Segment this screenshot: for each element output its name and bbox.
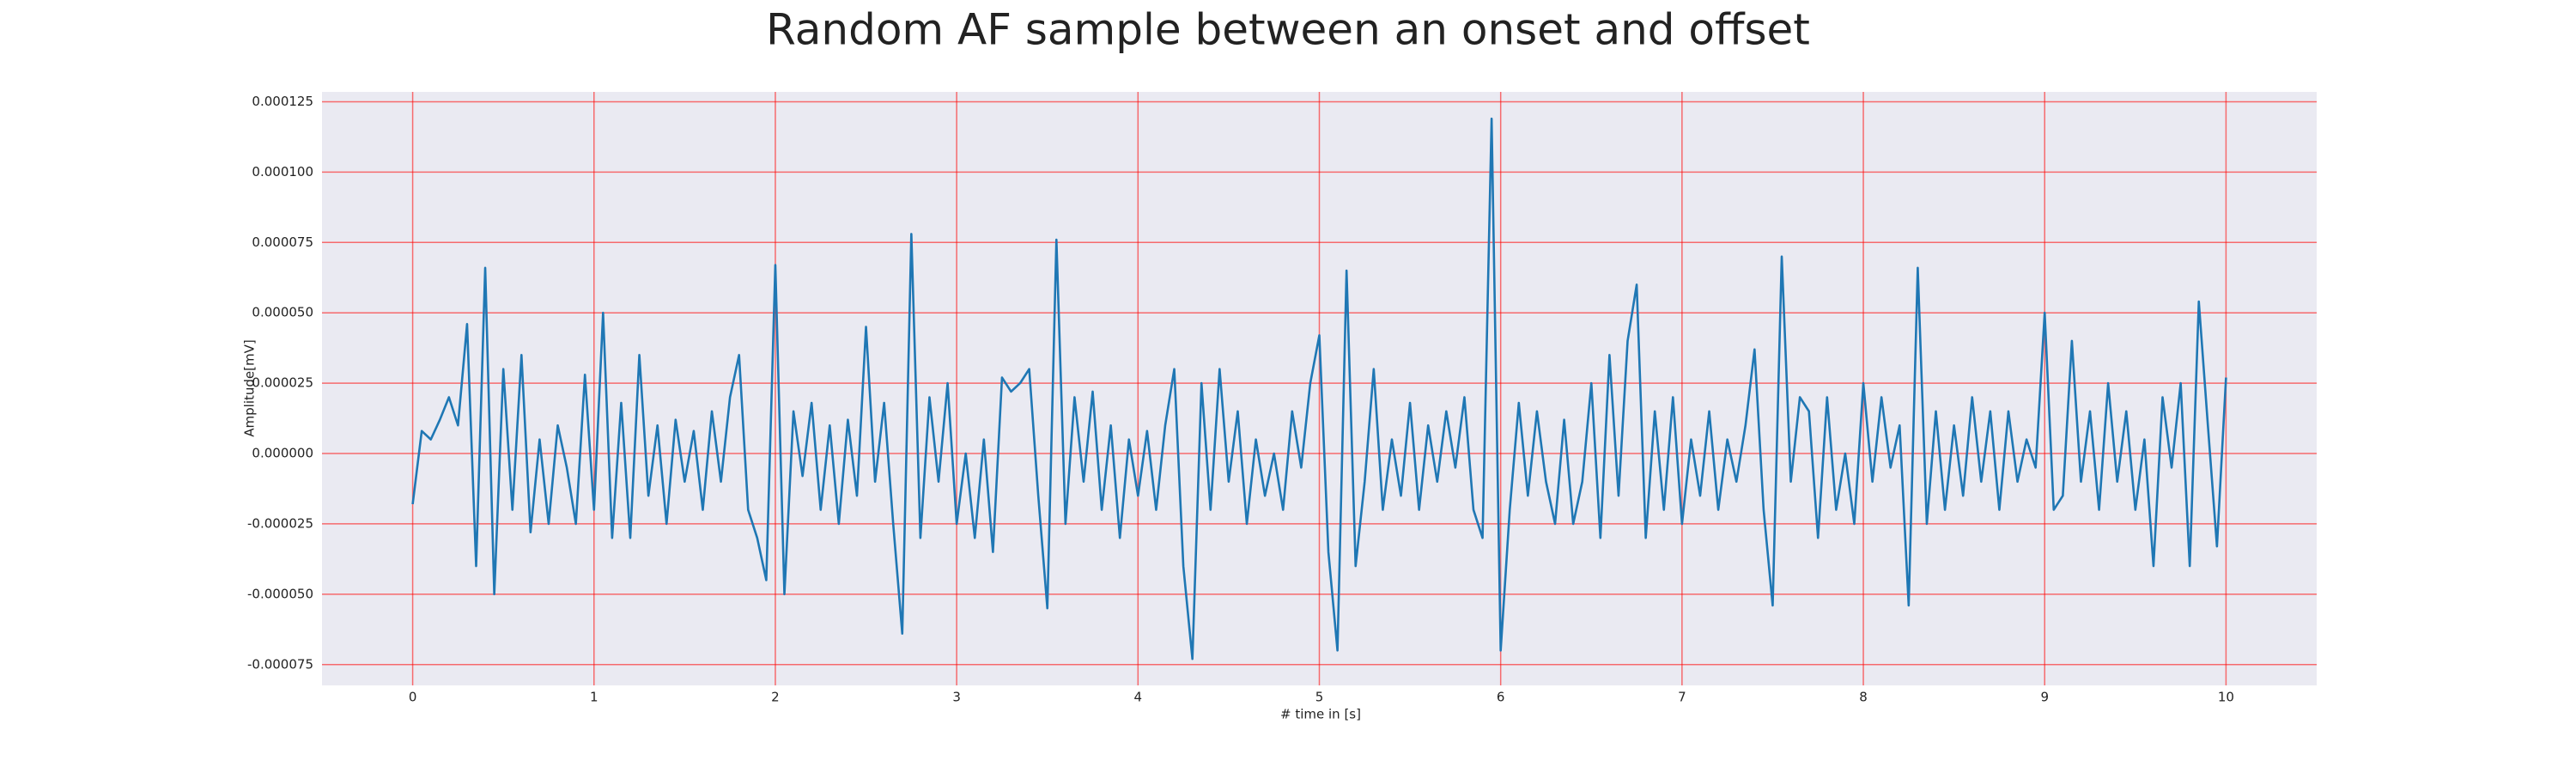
y-tick-label: 0.000025 <box>252 375 313 391</box>
x-tick-label: 8 <box>1859 690 1868 705</box>
x-tick-label: 1 <box>590 690 598 705</box>
y-tick-label: -0.000075 <box>247 656 313 672</box>
y-tick-label: 0.000075 <box>252 234 313 250</box>
chart-title: Random AF sample between an onset and of… <box>766 5 1810 55</box>
x-tick-label: 10 <box>2218 690 2234 705</box>
signal-line <box>411 117 2227 660</box>
y-axis-label: Amplitude[mV] <box>242 339 258 436</box>
x-tick-label: 3 <box>952 690 961 705</box>
y-tick-label: 0.000125 <box>252 94 313 109</box>
y-tick-label: 0.000100 <box>252 164 313 180</box>
x-tick-label: 4 <box>1134 690 1143 705</box>
y-tick-label: 0.000000 <box>252 446 313 461</box>
x-tick-label: 5 <box>1315 690 1324 705</box>
y-tick-label: 0.000050 <box>252 305 313 320</box>
x-tick-label: 9 <box>2040 690 2049 705</box>
y-tick-label: -0.000025 <box>247 515 313 531</box>
x-tick-label: 7 <box>1678 690 1686 705</box>
x-tick-label: 0 <box>409 690 417 705</box>
x-tick-label: 6 <box>1497 690 1505 705</box>
y-tick-label: -0.000050 <box>247 586 313 601</box>
x-axis-label: # time in [s] <box>1280 707 1361 722</box>
x-tick-label: 2 <box>771 690 780 705</box>
